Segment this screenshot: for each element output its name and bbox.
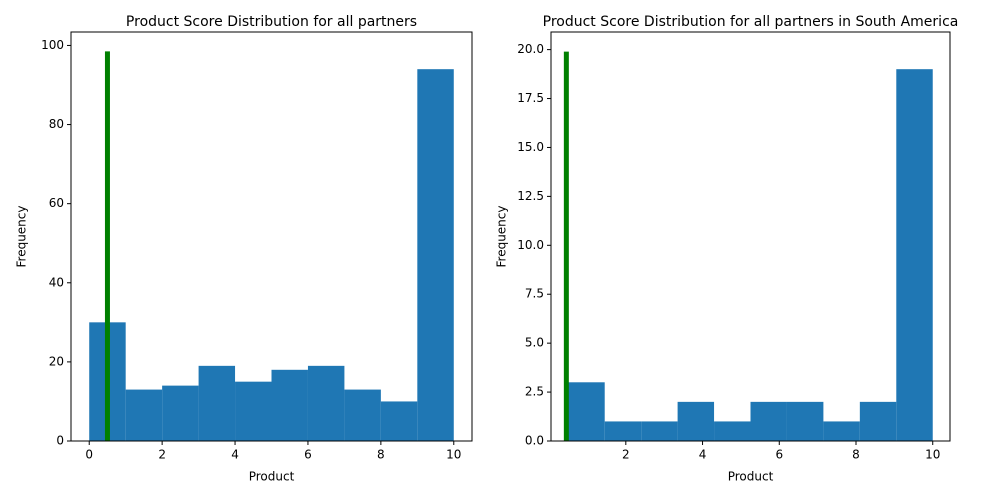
bar (750, 401, 787, 441)
bar (859, 401, 897, 441)
chart-title: Product Score Distribution for all partn… (543, 14, 959, 30)
x-tick-label: 8 (852, 448, 860, 462)
y-tick-label: 2.5 (525, 385, 544, 399)
bar (568, 382, 605, 441)
bar (604, 421, 642, 441)
bar (417, 69, 454, 441)
bar (198, 365, 236, 441)
y-tick-label: 15.0 (517, 140, 544, 154)
bar (271, 369, 308, 441)
y-tick-label: 60 (49, 196, 64, 210)
axes-frame (70, 31, 473, 442)
y-tick-label: 40 (49, 275, 64, 289)
chart-title: Product Score Distribution for all partn… (126, 14, 417, 30)
y-tick-label: 17.5 (517, 91, 544, 105)
x-tick-label: 0 (85, 448, 93, 462)
bar (162, 385, 199, 441)
bar (344, 389, 381, 441)
y-tick-label: 100 (41, 38, 64, 52)
bar (641, 421, 678, 441)
x-tick-label: 2 (158, 448, 166, 462)
x-tick-label: 4 (231, 448, 239, 462)
bar (380, 401, 418, 441)
y-tick-label: 7.5 (525, 287, 544, 301)
x-tick-label: 6 (304, 448, 312, 462)
bar (786, 401, 824, 441)
x-axis-label: Product (249, 470, 295, 484)
y-tick-label: 20 (49, 354, 64, 368)
bar (677, 401, 715, 441)
bar (307, 365, 345, 441)
y-tick-label: 80 (49, 117, 64, 131)
y-axis-label: Frequency (495, 206, 509, 268)
bar (896, 69, 933, 441)
x-tick-label: 4 (699, 448, 707, 462)
y-tick-label: 5.0 (525, 336, 544, 350)
x-tick-label: 10 (446, 448, 461, 462)
bar (823, 421, 860, 441)
axes-frame (550, 31, 951, 442)
bar (714, 421, 751, 441)
x-axis-label: Product (728, 470, 774, 484)
x-tick-label: 10 (925, 448, 940, 462)
x-tick-label: 6 (775, 448, 783, 462)
bar (235, 381, 272, 441)
y-tick-label: 0.0 (525, 434, 544, 448)
x-tick-label: 8 (377, 448, 385, 462)
y-tick-label: 20.0 (517, 42, 544, 56)
y-tick-label: 10.0 (517, 238, 544, 252)
y-tick-label: 12.5 (517, 189, 544, 203)
y-tick-label: 0 (56, 434, 64, 448)
x-tick-label: 2 (622, 448, 630, 462)
bar (125, 389, 163, 441)
y-axis-label: Frequency (15, 206, 29, 268)
